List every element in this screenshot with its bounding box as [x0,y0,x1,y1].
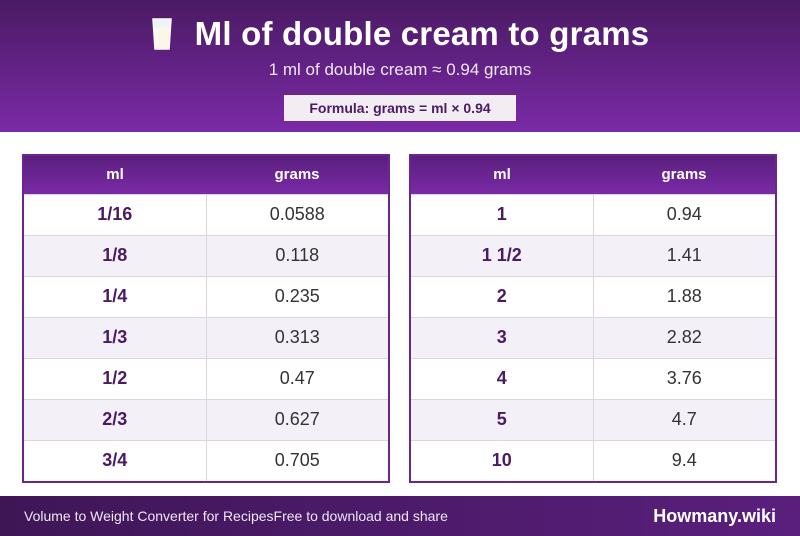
table-row: 1/4 0.235 [24,276,388,317]
ml-cell: 1/3 [24,318,207,358]
grams-cell: 0.235 [274,286,320,306]
column-header-grams: grams [274,166,320,183]
grams-cell: 1.88 [666,286,702,306]
table-row: 2/3 0.627 [24,399,388,440]
table-row: 1 1/2 1.41 [411,235,775,276]
grams-cell: 0.0588 [269,204,325,224]
brand-logo-text[interactable]: Howmany.wiki [653,506,776,526]
grams-cell: 2.82 [666,327,702,347]
ml-cell: 2 [411,277,594,317]
grams-cell: 9.4 [671,450,697,470]
table-row: 2 1.88 [411,276,775,317]
table-row: 1/3 0.313 [24,317,388,358]
grams-cell: 0.118 [275,245,320,265]
table-row: 1/8 0.118 [24,235,388,276]
table-row: 1 0.94 [411,194,775,235]
ml-cell: 1/8 [24,236,207,276]
formula-badge: Formula: grams = ml × 0.94 [284,95,516,121]
footer-tagline-share: Free to download and share [273,508,448,524]
grams-cell: 4.7 [671,409,697,429]
column-header-ml: ml [106,166,124,183]
ml-cell: 1/16 [24,195,207,235]
milk-glass-icon [151,18,172,50]
grams-cell: 0.313 [274,327,320,347]
ml-cell: 10 [411,441,594,481]
table-row: 1/2 0.47 [24,358,388,399]
grams-cell: 0.627 [274,409,320,429]
ml-cell: 1 1/2 [411,236,594,276]
header-banner: Ml of double cream to grams 1 ml of doub… [0,0,800,132]
footer-tagline-converter: Volume to Weight Converter for Recipes [24,508,274,524]
table-row: 3/4 0.705 [24,440,388,481]
column-header-grams: grams [661,166,707,183]
conversion-table-right: ml grams 1 0.94 1 1/2 1.41 2 1.88 3 2.82… [409,154,777,483]
grams-cell: 3.76 [666,368,702,388]
table-row: 3 2.82 [411,317,775,358]
ml-cell: 1/2 [24,359,207,399]
ml-cell: 3 [411,318,594,358]
grams-cell: 0.47 [279,368,315,388]
table-header: ml grams [411,156,775,194]
grams-cell: 0.94 [666,204,702,224]
table-row: 5 4.7 [411,399,775,440]
table-row: 10 9.4 [411,440,775,481]
grams-cell: 1.41 [666,245,702,265]
ml-cell: 1 [411,195,594,235]
column-header-ml: ml [493,166,511,183]
grams-cell: 0.705 [274,450,320,470]
footer-tagline: Volume to Weight Converter for RecipesFr… [24,496,448,536]
ml-cell: 4 [411,359,594,399]
table-header: ml grams [24,156,388,194]
conversion-subtitle: 1 ml of double cream ≈ 0.94 grams [268,60,532,79]
table-row: 1/16 0.0588 [24,194,388,235]
conversion-table-left: ml grams 1/16 0.0588 1/8 0.118 1/4 0.235… [22,154,390,483]
page-title: Ml of double cream to grams [194,15,650,52]
ml-cell: 1/4 [24,277,207,317]
ml-cell: 5 [411,400,594,440]
table-row: 4 3.76 [411,358,775,399]
title-row: Ml of double cream to grams [0,12,800,56]
footer-bar: Volume to Weight Converter for RecipesFr… [0,496,800,536]
ml-cell: 3/4 [24,441,207,481]
ml-cell: 2/3 [24,400,207,440]
